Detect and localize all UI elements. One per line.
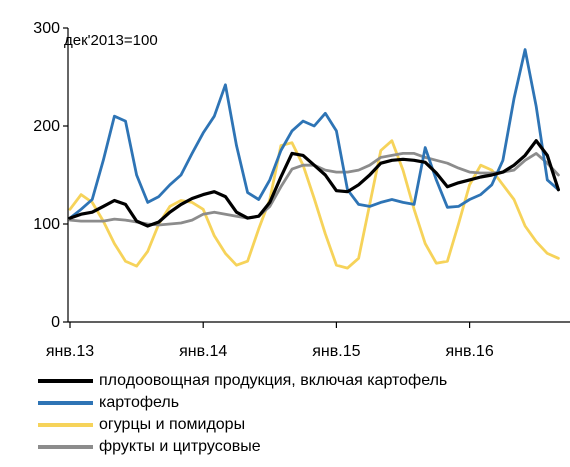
- legend-label: фрукты и цитрусовые: [99, 438, 261, 455]
- legend-swatch: [38, 401, 93, 405]
- x-tick-label: янв.15: [312, 343, 360, 360]
- y-tick-label: 300: [33, 20, 60, 37]
- x-tick-label: янв.16: [445, 343, 493, 360]
- legend: плодоовощная продукция, включая картофел…: [38, 370, 568, 458]
- x-tick-label: янв.13: [46, 343, 94, 360]
- legend-label: огурцы и помидоры: [99, 416, 246, 433]
- legend-item: фрукты и цитрусовые: [38, 436, 568, 458]
- legend-swatch: [38, 379, 93, 383]
- legend-item: плодоовощная продукция, включая картофел…: [38, 370, 568, 392]
- y-tick-label: 100: [33, 216, 60, 233]
- series-line: [68, 139, 560, 270]
- series-line: [68, 139, 561, 228]
- legend-label: картофель: [99, 394, 180, 411]
- series-line: [68, 48, 560, 220]
- y-tick-label: 200: [33, 118, 60, 135]
- legend-item: огурцы и помидоры: [38, 414, 568, 436]
- y-tick-label: 0: [51, 314, 60, 331]
- legend-swatch: [38, 423, 93, 427]
- legend-item: картофель: [38, 392, 568, 414]
- legend-label: плодоовощная продукция, включая картофел…: [99, 372, 448, 389]
- chart-annotation: дек'2013=100: [64, 32, 158, 49]
- x-tick-label: янв.14: [179, 343, 227, 360]
- legend-swatch: [38, 445, 93, 449]
